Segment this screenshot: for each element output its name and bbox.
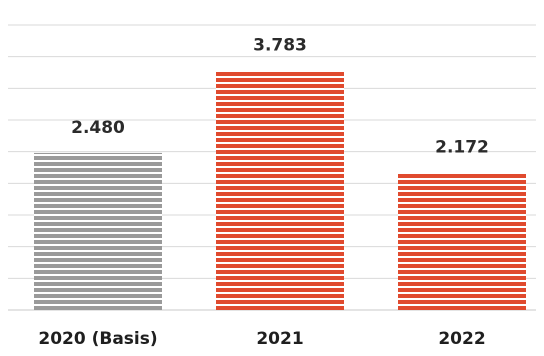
value-label-3: 2.172	[435, 137, 489, 157]
bar-3	[398, 172, 526, 310]
value-labels: 2.480 3.783 2.172	[71, 35, 489, 157]
bar-1	[34, 152, 162, 310]
bars	[34, 70, 526, 310]
category-label-3: 2022	[438, 329, 485, 349]
category-label-2: 2021	[256, 329, 303, 349]
category-labels: 2020 (Basis) 2021 2022	[38, 329, 485, 349]
value-label-2: 3.783	[253, 35, 307, 55]
value-label-1: 2.480	[71, 118, 125, 138]
category-label-1: 2020 (Basis)	[38, 329, 157, 349]
bar-2	[216, 70, 344, 310]
